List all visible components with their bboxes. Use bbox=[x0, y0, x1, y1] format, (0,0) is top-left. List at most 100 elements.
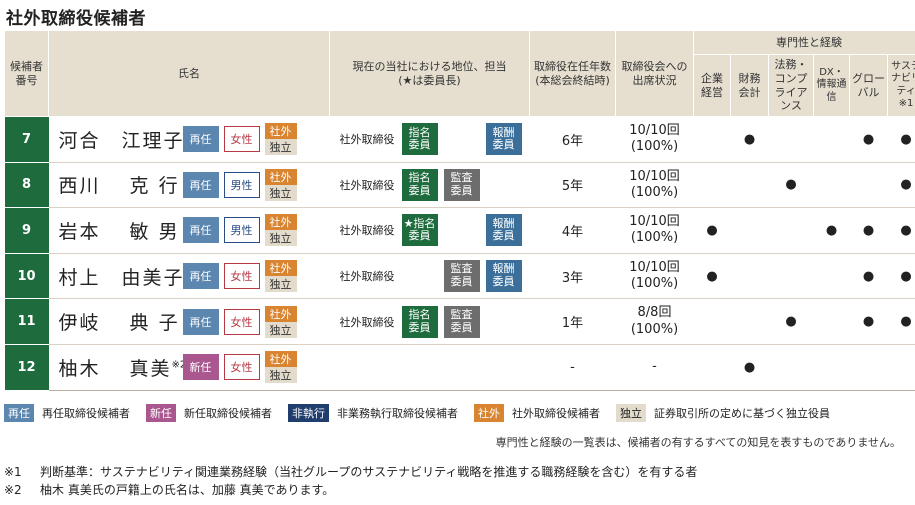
position-text: 社外取締役 bbox=[339, 270, 395, 284]
candidates-table: 候補者 番号 氏名 現在の当社における地位、担当 (★は委員長) 取締役在任年数… bbox=[4, 30, 915, 391]
nomination-chair-badge: ★指名 委員 bbox=[401, 214, 438, 247]
attendance: 10/10回 (100%) bbox=[615, 207, 694, 254]
audit-committee-badge: 監査 委員 bbox=[443, 260, 480, 293]
table-row: 12 柚木 真美※2 新任 女性 社外 独立 - - ● bbox=[4, 344, 915, 391]
outside-independent-badge: 社外 独立 bbox=[264, 305, 297, 338]
header-expertise-sustainability: サステ ナビリ ティ ※1 bbox=[886, 54, 915, 117]
disclaimer: 専門性と経験の一覧表は、候補者の有するすべての知見を表すものでありません。 bbox=[495, 436, 901, 449]
table-row: 8 西川 克 行 再任 男性 社外 独立 社外取締役 指名 委員 監査 委員 5年… bbox=[4, 162, 915, 209]
candidate-number: 10 bbox=[4, 253, 49, 300]
header-number: 候補者 番号 bbox=[4, 30, 49, 117]
page-title: 社外取締役候補者 bbox=[6, 9, 146, 29]
table-row: 10 村上 由美子 再任 女性 社外 独立 社外取締役 監査 委員 報酬 委員 3… bbox=[4, 253, 915, 300]
expertise-dot: ● bbox=[768, 298, 814, 345]
female-badge: 女性 bbox=[223, 126, 260, 153]
years-in-office: 3年 bbox=[529, 253, 616, 300]
attendance: 10/10回 (100%) bbox=[615, 253, 694, 300]
attendance: 10/10回 (100%) bbox=[615, 116, 694, 163]
outside-independent-badge: 社外 独立 bbox=[264, 260, 297, 293]
years-in-office: - bbox=[529, 344, 616, 391]
footnote-ref: ※2 bbox=[171, 359, 187, 371]
header-name: 氏名 bbox=[48, 30, 330, 117]
expertise-dot: ● bbox=[730, 116, 769, 163]
legend-outside-text: 社外取締役候補者 bbox=[512, 407, 600, 420]
candidate-number: 7 bbox=[4, 116, 49, 163]
female-badge: 女性 bbox=[223, 308, 260, 335]
candidate-name: 西川 克 行 bbox=[58, 175, 180, 198]
years-in-office: 5年 bbox=[529, 162, 616, 209]
header-expertise-global: グロー バル bbox=[849, 54, 888, 117]
position-text: 社外取締役 bbox=[339, 315, 395, 329]
candidate-name: 河合 江理子 bbox=[58, 129, 185, 152]
expertise-dot: ● bbox=[849, 253, 888, 300]
candidate-number: 8 bbox=[4, 162, 49, 209]
expertise-dot: ● bbox=[768, 162, 814, 209]
male-badge: 男性 bbox=[223, 217, 260, 244]
reappoint-badge: 再任 bbox=[182, 308, 219, 335]
attendance: 8/8回 (100%) bbox=[615, 298, 694, 345]
remuneration-committee-badge: 報酬 委員 bbox=[485, 123, 522, 156]
nomination-committee-badge: 指名 委員 bbox=[401, 305, 438, 338]
legend-independent-text: 証券取引所の定めに基づく独立役員 bbox=[654, 407, 830, 420]
outside-independent-badge: 社外 独立 bbox=[264, 351, 297, 384]
header-attendance: 取締役会への 出席状況 bbox=[615, 30, 694, 117]
header-expertise-dx: DX・ 情報通信 bbox=[813, 54, 850, 117]
position-text: 社外取締役 bbox=[339, 133, 395, 147]
expertise-dot: ● bbox=[813, 207, 850, 254]
table-row: 9 岩本 敏 男 再任 男性 社外 独立 社外取締役 ★指名 委員 報酬 委員 4… bbox=[4, 207, 915, 254]
expertise-dot: ● bbox=[887, 207, 915, 254]
expertise-dot: ● bbox=[693, 253, 731, 300]
footnotes: ※1 判断基準：サステナビリティ関連業務経験（当社グループのサステナビリティ戦略を… bbox=[4, 463, 697, 499]
header-position: 現在の当社における地位、担当 (★は委員長) bbox=[329, 30, 530, 117]
expertise-dot: ● bbox=[693, 207, 731, 254]
attendance: 10/10回 (100%) bbox=[615, 162, 694, 209]
header-expertise-mgmt: 企業 経営 bbox=[693, 54, 731, 117]
remuneration-committee-badge: 報酬 委員 bbox=[485, 214, 522, 247]
header-expertise-finance: 財務 会計 bbox=[730, 54, 769, 117]
reappoint-badge: 再任 bbox=[182, 126, 219, 153]
candidate-name: 岩本 敏 男 bbox=[58, 220, 180, 243]
outside-independent-badge: 社外 独立 bbox=[264, 168, 297, 201]
legend-new-tag: 新任 bbox=[146, 404, 176, 422]
reappoint-badge: 再任 bbox=[182, 263, 219, 290]
legend-outside-tag: 社外 bbox=[474, 404, 504, 422]
legend-new-text: 新任取締役候補者 bbox=[184, 407, 272, 420]
candidate-number: 12 bbox=[4, 344, 49, 391]
nomination-committee-badge: 指名 委員 bbox=[401, 123, 438, 156]
outside-independent-badge: 社外 独立 bbox=[264, 123, 297, 156]
candidate-number: 9 bbox=[4, 207, 49, 254]
position-text: 社外取締役 bbox=[339, 224, 395, 238]
male-badge: 男性 bbox=[223, 171, 260, 198]
outside-independent-badge: 社外 独立 bbox=[264, 214, 297, 247]
header-expertise-legal: 法務・ コンプ ライア ンス bbox=[768, 54, 814, 117]
expertise-dot: ● bbox=[887, 162, 915, 209]
table-row: 11 伊岐 典 子 再任 女性 社外 独立 社外取締役 指名 委員 監査 委員 1… bbox=[4, 298, 915, 345]
candidate-number: 11 bbox=[4, 298, 49, 345]
new-badge: 新任 bbox=[182, 354, 219, 381]
expertise-dot: ● bbox=[887, 298, 915, 345]
female-badge: 女性 bbox=[223, 354, 260, 381]
reappoint-badge: 再任 bbox=[182, 217, 219, 244]
reappoint-badge: 再任 bbox=[182, 171, 219, 198]
expertise-dot: ● bbox=[887, 116, 915, 163]
years-in-office: 1年 bbox=[529, 298, 616, 345]
candidate-name: 柚木 真美※2 bbox=[58, 357, 187, 380]
footnote-2: ※2 柚木 真美氏の戸籍上の氏名は、加藤 真美であります。 bbox=[4, 483, 335, 497]
audit-committee-badge: 監査 委員 bbox=[443, 168, 480, 201]
audit-committee-badge: 監査 委員 bbox=[443, 305, 480, 338]
legend: 再任 再任取締役候補者 新任 新任取締役候補者 非執行 非業務執行取締役候補者 社外社… bbox=[4, 404, 846, 422]
position-text: 社外取締役 bbox=[339, 178, 395, 192]
legend-independent-tag: 独立 bbox=[616, 404, 646, 422]
female-badge: 女性 bbox=[223, 263, 260, 290]
nomination-committee-badge: 指名 委員 bbox=[401, 168, 438, 201]
legend-reappoint-tag: 再任 bbox=[4, 404, 34, 422]
years-in-office: 4年 bbox=[529, 207, 616, 254]
expertise-dot: ● bbox=[730, 344, 769, 391]
footnote-1: ※1 判断基準：サステナビリティ関連業務経験（当社グループのサステナビリティ戦略を… bbox=[4, 465, 698, 479]
remuneration-committee-badge: 報酬 委員 bbox=[485, 260, 522, 293]
expertise-dot: ● bbox=[849, 207, 888, 254]
expertise-dot: ● bbox=[887, 253, 915, 300]
attendance: - bbox=[615, 344, 694, 391]
legend-reappoint-text: 再任取締役候補者 bbox=[42, 407, 130, 420]
candidate-name: 伊岐 典 子 bbox=[58, 312, 180, 335]
